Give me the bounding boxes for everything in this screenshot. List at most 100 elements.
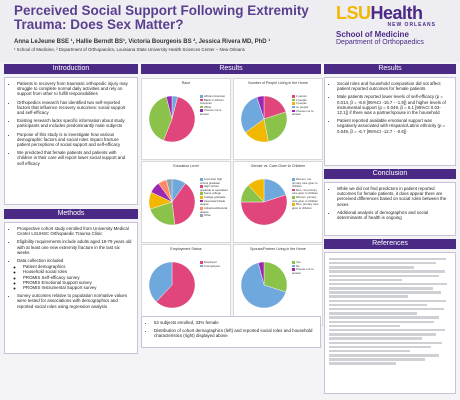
pie-slice — [240, 262, 287, 309]
reference-line — [329, 274, 439, 277]
legend-item: 3 people — [292, 101, 321, 106]
legend-item: High school graduate or equivalent — [200, 185, 229, 192]
pie-slice — [171, 183, 196, 226]
legend-item: Advanced/doctoral degree — [200, 205, 229, 214]
legend-label: Less than high school graduate — [200, 177, 223, 185]
results-bullet: Patient reported available emotional sup… — [337, 118, 451, 134]
poster-title: Perceived Social Support Following Extre… — [14, 3, 309, 32]
legend-swatch — [200, 192, 203, 196]
pie-svg — [148, 178, 196, 226]
legend-item: Men, primary care giver to children — [292, 203, 321, 210]
reference-line — [329, 328, 445, 332]
legend-swatch — [292, 95, 295, 98]
legend-item: Black or African American — [200, 97, 229, 106]
legend-swatch — [200, 95, 203, 98]
results-right-heading: Results — [324, 64, 456, 74]
chart-title: Spouse/Partner Living in the Home — [250, 247, 306, 251]
reference-line — [329, 345, 432, 349]
pie-slice — [240, 194, 288, 226]
legend-label: Men, not primary care giver to children — [292, 187, 318, 196]
chart-legend: Women, not primary care giver to childre… — [292, 177, 321, 210]
legend-label: 1 person — [296, 94, 307, 99]
legend-label: Choose not to answer — [200, 108, 222, 117]
pie-slice — [256, 95, 265, 120]
pie-chart: Race African American Black or African Ame… — [141, 78, 231, 160]
legend-label: African American — [204, 94, 226, 99]
introduction-list: Patients in recovery from traumatic orth… — [9, 81, 133, 166]
introduction-heading: Introduction — [4, 64, 138, 74]
legend-label: Yes — [296, 260, 301, 265]
reference-line — [329, 261, 437, 265]
logo-school: School of Medicine — [336, 30, 409, 39]
legend-item: Unemployed — [200, 264, 229, 269]
reference-line — [329, 320, 434, 323]
chart-title: Education Level — [173, 164, 199, 168]
legend-label: Choose not to answer — [292, 108, 314, 117]
pie-slice — [163, 96, 196, 143]
legend-label: Advanced/doctoral degree — [200, 205, 228, 214]
legend-label: Choose not to answer — [292, 267, 314, 275]
introduction-bullet: Existing research lacks specific informa… — [17, 118, 133, 128]
legend-swatch — [200, 196, 203, 199]
methods-bullet: Survey outcomes relative to population n… — [17, 293, 133, 309]
reference-line — [329, 316, 439, 319]
data-collection-list: Patient demographics Household social ro… — [17, 264, 133, 290]
reference-line — [329, 312, 417, 315]
reference-line — [329, 266, 415, 269]
reference-line — [329, 337, 422, 340]
pie-chart: Number of People Living in the Home 1 per… — [233, 78, 323, 160]
legend-item: Choose not to answer — [292, 268, 321, 275]
affiliations: ¹ School of Medicine, ² Department of Or… — [14, 47, 245, 52]
chart-legend: Less than high school graduate High schoo… — [200, 177, 229, 218]
logo-new-orleans: NEW ORLEANS — [387, 22, 436, 28]
legend-label: Black or African American — [200, 97, 224, 106]
legend-swatch — [292, 196, 295, 199]
legend-item: Less than high school graduate — [200, 177, 229, 185]
conclusion-bullet: While we did not find predictors in pati… — [337, 186, 451, 207]
pie-slice — [148, 261, 173, 303]
reference-line — [329, 324, 400, 328]
legend-swatch — [200, 185, 203, 188]
pie-svg — [148, 261, 196, 309]
results-right-box: Social roles and household composition d… — [324, 77, 456, 166]
legend-swatch — [200, 178, 203, 181]
pie-slice — [258, 261, 265, 286]
legend-item: No — [292, 264, 321, 269]
pie-svg — [240, 95, 288, 143]
pie-svg — [240, 261, 288, 309]
reference-line — [329, 291, 442, 294]
legend-label: White — [204, 104, 212, 109]
pie-slice — [166, 95, 173, 120]
conclusion-box: While we did not find predictors in pati… — [324, 182, 456, 236]
methods-bullet: Prospective cohort study enrolled from U… — [17, 226, 133, 236]
conclusion-bullet: Additional analysis of demographics and … — [337, 210, 451, 220]
reference-line — [329, 270, 445, 273]
pie-slice — [148, 96, 173, 141]
legend-label: College graduate — [204, 195, 226, 200]
reference-line — [329, 295, 409, 298]
legend-item: White — [200, 104, 229, 110]
pie-slice — [166, 178, 173, 203]
legend-label: Men, primary care giver to children — [292, 202, 319, 210]
legend-item: Choose not to answer — [200, 109, 229, 116]
data-collection-item: Patient demographics — [23, 264, 133, 269]
chart-title: Employment Status — [170, 247, 202, 251]
reference-line — [329, 349, 410, 353]
legend-swatch — [200, 214, 203, 217]
results-bullet: Male patients reported lower levels of s… — [337, 94, 451, 115]
legend-item: Employed — [200, 260, 229, 265]
reference-line — [329, 257, 447, 261]
chart-title: Race — [181, 81, 191, 85]
reference-line — [329, 308, 444, 311]
legend-label: Employed — [204, 260, 217, 265]
reference-line — [329, 362, 397, 365]
results-note: Distribution of cohort demographics (lef… — [154, 328, 316, 338]
data-collection-item: PROMIS Instrumental Support survey — [23, 285, 133, 290]
right-column: Results Social roles and household compo… — [324, 64, 456, 394]
legend-label: 3 people — [296, 101, 307, 106]
reference-line — [329, 299, 447, 303]
pie-chart: Gender vs. Care-Giver to Children Women, … — [233, 161, 323, 243]
chart-legend: Employed Unemployed — [200, 260, 229, 269]
legend-label: 4+ people — [296, 104, 309, 109]
legend-item: Choose not to answer — [292, 108, 321, 117]
